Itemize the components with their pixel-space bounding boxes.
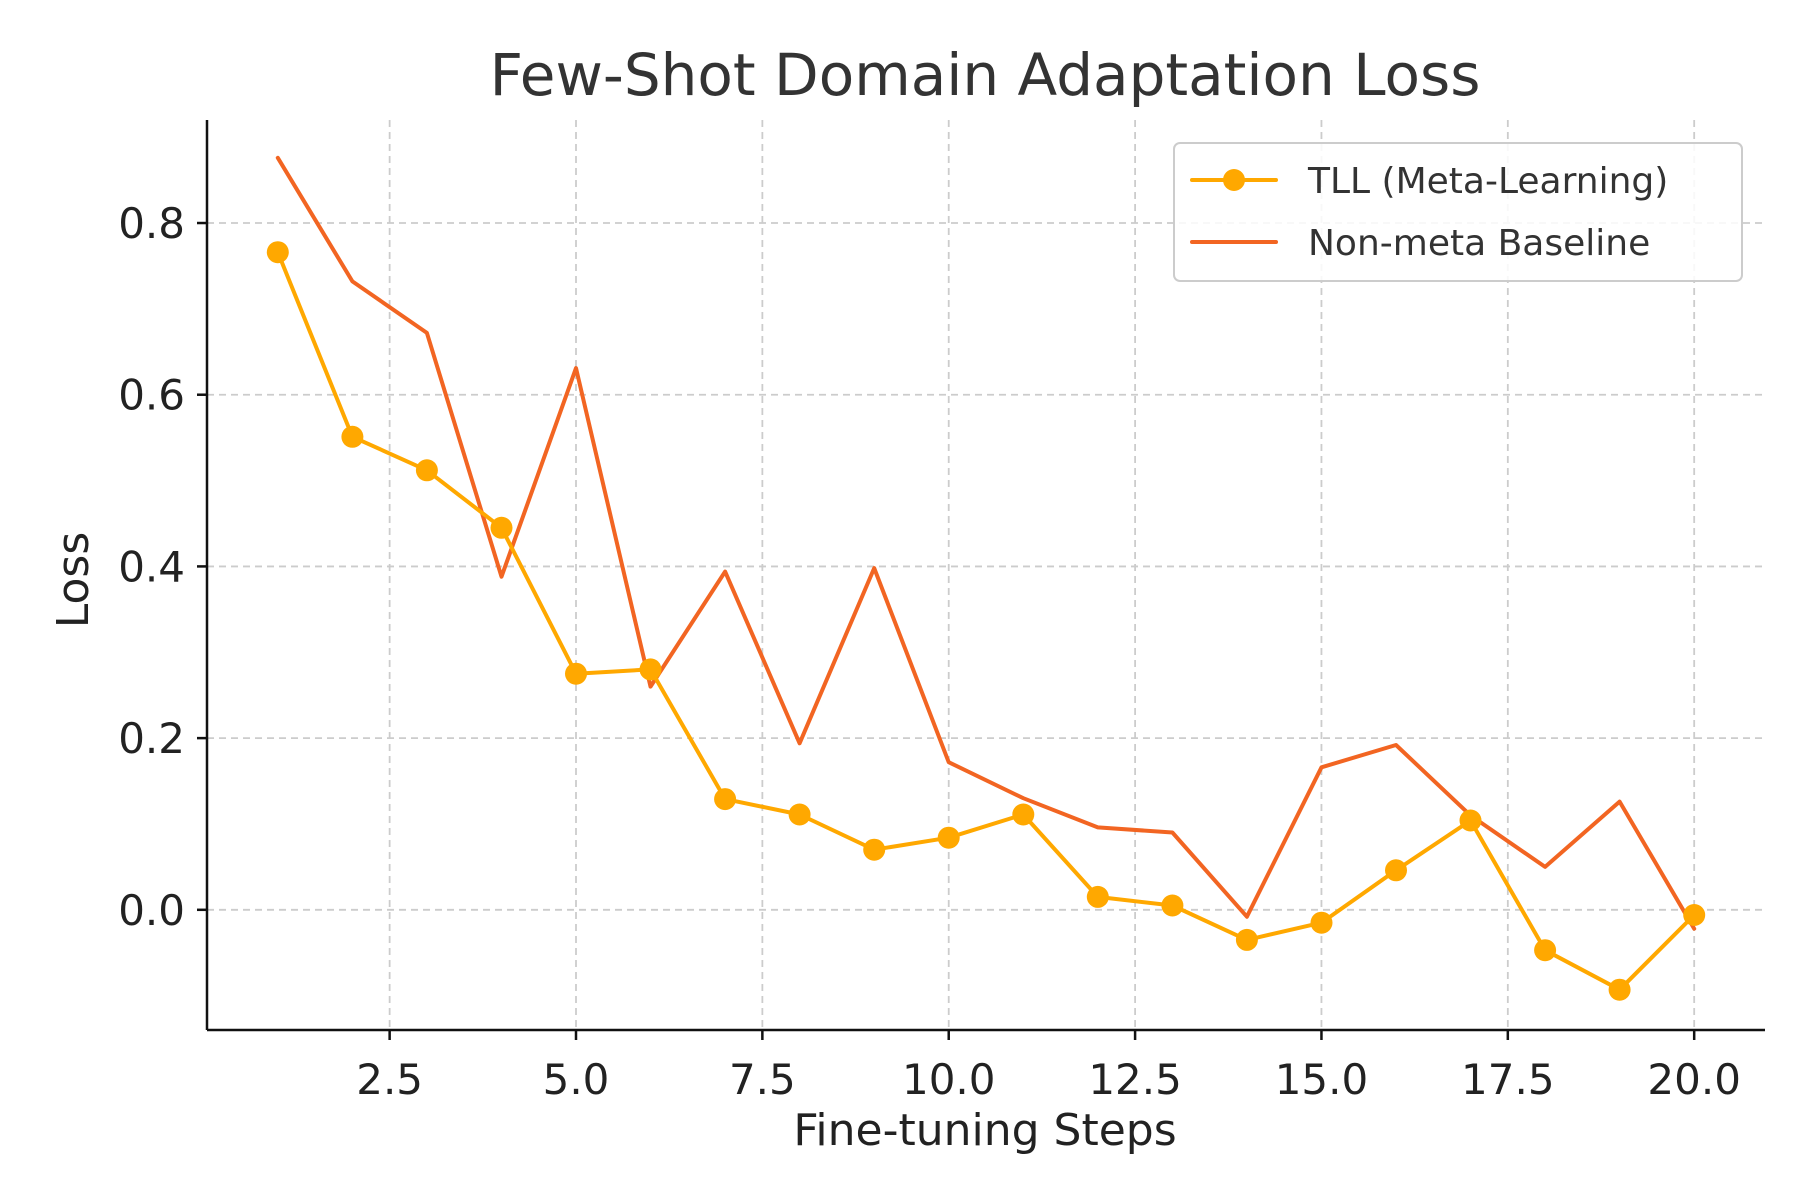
data-point-tll [937, 826, 960, 849]
y-tick-label: 0.0 [118, 886, 185, 935]
data-point-tll [266, 241, 289, 264]
data-point-tll [863, 838, 886, 861]
gridlines [207, 120, 1765, 1030]
y-tick-label: 0.8 [118, 199, 185, 248]
axes [197, 120, 1765, 1040]
data-point-tll [415, 459, 438, 482]
legend-box [1173, 142, 1743, 282]
data-point-tll [639, 658, 662, 681]
data-point-tll [1534, 939, 1557, 962]
y-tick-label: 0.4 [118, 542, 185, 591]
series-line-tll [275, 250, 1697, 992]
x-tick-label: 12.5 [1088, 1055, 1182, 1104]
x-tick-label: 2.5 [356, 1055, 423, 1104]
data-point-tll [490, 516, 513, 539]
y-axis-label: Loss [48, 532, 99, 629]
data-point-tll [1235, 928, 1258, 951]
data-point-tll [1310, 911, 1333, 934]
data-point-tll [341, 425, 364, 448]
legend: TLL (Meta-Learning) Non-meta Baseline [1173, 142, 1743, 282]
y-tick-label: 0.6 [118, 371, 185, 420]
chart-title: Few-Shot Domain Adaptation Loss [490, 41, 1481, 109]
x-tick-label: 17.5 [1461, 1055, 1555, 1104]
data-point-tll [1086, 885, 1109, 908]
legend-label-tll: TLL (Meta-Learning) [1307, 161, 1668, 202]
series-line-baseline [275, 155, 1697, 931]
x-tick-label: 7.5 [729, 1055, 796, 1104]
x-tick-label: 20.0 [1647, 1055, 1741, 1104]
x-tick-label: 15.0 [1275, 1055, 1369, 1104]
y-tick-label: 0.2 [118, 714, 185, 763]
data-point-tll [1683, 904, 1706, 926]
data-point-tll [1161, 894, 1184, 917]
data-point-tll [1459, 809, 1482, 832]
legend-swatch-tll-marker [1223, 169, 1245, 191]
x-tick-label: 10.0 [902, 1055, 996, 1104]
legend-label-baseline: Non-meta Baseline [1308, 223, 1650, 264]
data-series [266, 155, 1706, 1001]
data-point-tll [714, 788, 737, 811]
data-point-tll [788, 803, 811, 826]
data-point-tll [1608, 978, 1631, 1001]
tick-labels: 2.5 5.0 7.5 10.0 12.5 15.0 17.5 20.0 0.0 0.2 0.4 0.… [118, 199, 1741, 1104]
data-point-tll [1012, 803, 1035, 826]
data-point-tll [1385, 859, 1407, 882]
x-axis-label: Fine-tuning Steps [793, 1105, 1176, 1156]
data-point-tll [565, 662, 587, 685]
x-tick-label: 5.0 [543, 1055, 610, 1104]
